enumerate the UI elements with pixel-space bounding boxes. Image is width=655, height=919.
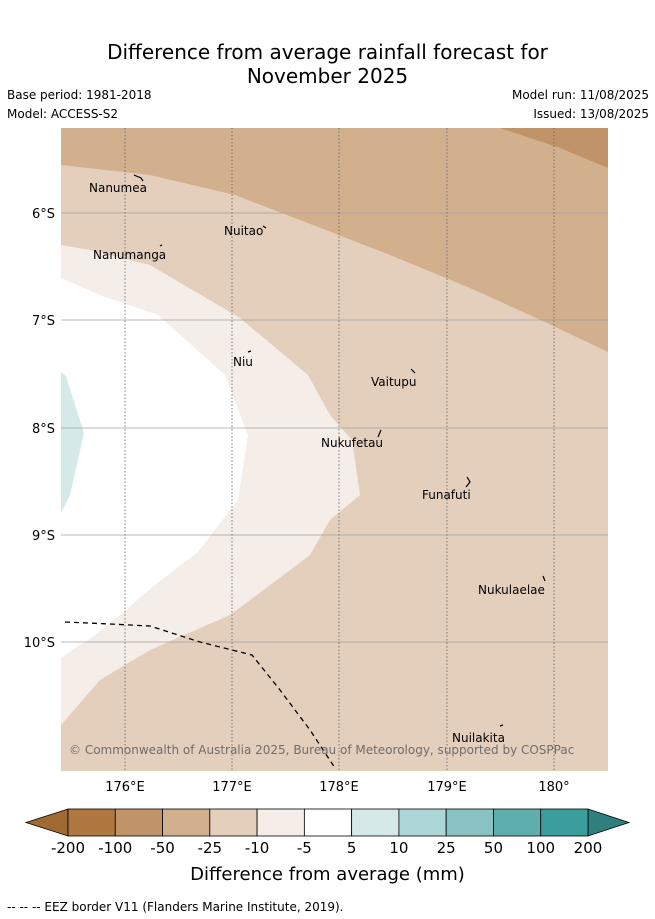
legend-tick-label: -200 [51, 839, 85, 857]
island-nuilakita [499, 724, 504, 727]
lat-label-7s: 7°S [32, 314, 55, 329]
island-niu [247, 350, 252, 353]
place-label-funafuti: Funafuti [422, 488, 471, 502]
legend-tick-label: 50 [484, 839, 503, 857]
legend-swatch [114, 808, 163, 837]
legend-swatch [493, 808, 542, 837]
eez-border [64, 621, 336, 769]
place-label-nanumanga: Nanumanga [93, 248, 166, 262]
legend-title: Difference from average (mm) [190, 864, 465, 885]
band-near-average [61, 278, 248, 658]
lon-gridlines [124, 128, 555, 771]
legend-tick-label: 10 [389, 839, 408, 857]
island-nanumanga [159, 244, 163, 247]
lon-label-179e: 179°E [427, 780, 467, 795]
lat-gridlines [61, 212, 608, 643]
band-minus-25-to-minus-50 [61, 128, 608, 352]
base-period: Base period: 1981-2018 [7, 88, 152, 102]
eez-footnote: -- -- -- EEZ border V11 (Flanders Marine… [7, 900, 344, 914]
legend-tick-label: 5 [347, 839, 357, 857]
title-line-1: Difference from average rainfall forecas… [107, 40, 548, 64]
lat-label-9s: 9°S [32, 529, 55, 544]
legend-tick-label: -100 [98, 839, 132, 857]
legend-colorbar [24, 808, 631, 837]
lat-label-6s: 6°S [32, 207, 55, 222]
legend-swatch [303, 808, 353, 837]
legend-arrow-low [24, 808, 69, 837]
place-label-nukulaelae: Nukulaelae [478, 583, 545, 597]
legend-tick-labels: -200 -100 -50 -25 -10 -5 5 10 25 50 100 200 [51, 839, 602, 857]
legend-swatch [209, 808, 258, 837]
island-vaitupu [410, 368, 416, 374]
legend-tick-label: 25 [437, 839, 456, 857]
island-funafuti [465, 476, 471, 488]
islands [133, 174, 546, 727]
legend-swatch [445, 808, 494, 837]
place-label-nuitao: Nuitao [224, 224, 263, 238]
legend-arrow-high [587, 808, 631, 837]
island-nanumea [133, 174, 144, 182]
lon-axis-labels: 176°E 177°E 178°E 179°E 180° [105, 780, 569, 795]
model-run: Model run: 11/08/2025 [511, 88, 649, 102]
title-line-2: November 2025 [246, 64, 409, 88]
issued-date: Issued: 13/08/2025 [533, 107, 649, 121]
legend-tick-label: -25 [198, 839, 223, 857]
lat-label-10s: 10°S [24, 636, 55, 651]
island-nukulaelae [542, 575, 546, 582]
place-label-nanumea: Nanumea [89, 181, 147, 195]
copyright-notice: © Commonwealth of Australia 2025, Bureau… [69, 743, 574, 757]
legend-swatch [398, 808, 447, 837]
chart-title: Difference from average rainfall forecas… [0, 40, 655, 88]
place-labels: Nanumea Nuitao Nanumanga Niu Vaitupu Nuk… [89, 181, 545, 745]
model-name: Model: ACCESS-S2 [7, 107, 119, 121]
legend-swatch [351, 808, 400, 837]
legend-swatch [67, 808, 116, 837]
lon-label-178e: 178°E [319, 780, 359, 795]
lat-label-8s: 8°S [32, 422, 55, 437]
place-label-nukufetau: Nukufetau [321, 436, 383, 450]
place-label-niu: Niu [233, 355, 253, 369]
legend-swatch [256, 808, 305, 837]
lon-label-177e: 177°E [212, 780, 252, 795]
island-nukufetau [377, 429, 382, 438]
place-label-vaitupu: Vaitupu [371, 375, 417, 389]
lat-axis-labels: 6°S 7°S 8°S 9°S 10°S [24, 207, 55, 651]
band-minus-50-to-minus-100 [500, 128, 608, 168]
island-nuitao [262, 225, 267, 229]
map-area: Nanumea Nuitao Nanumanga Niu Vaitupu Nuk… [61, 128, 608, 771]
lon-label-176e: 176°E [105, 780, 145, 795]
legend-swatch [540, 808, 589, 837]
legend-tick-label: 100 [526, 839, 555, 857]
lon-label-180: 180° [538, 780, 569, 795]
band-plus-5-to-plus-10 [61, 372, 84, 513]
legend-tick-label: 200 [574, 839, 603, 857]
place-label-nuilakita: Nuilakita [452, 731, 505, 745]
legend-tick-label: -10 [245, 839, 270, 857]
legend-tick-label: -50 [150, 839, 175, 857]
legend-swatch [162, 808, 211, 837]
legend-tick-label: -5 [297, 839, 312, 857]
